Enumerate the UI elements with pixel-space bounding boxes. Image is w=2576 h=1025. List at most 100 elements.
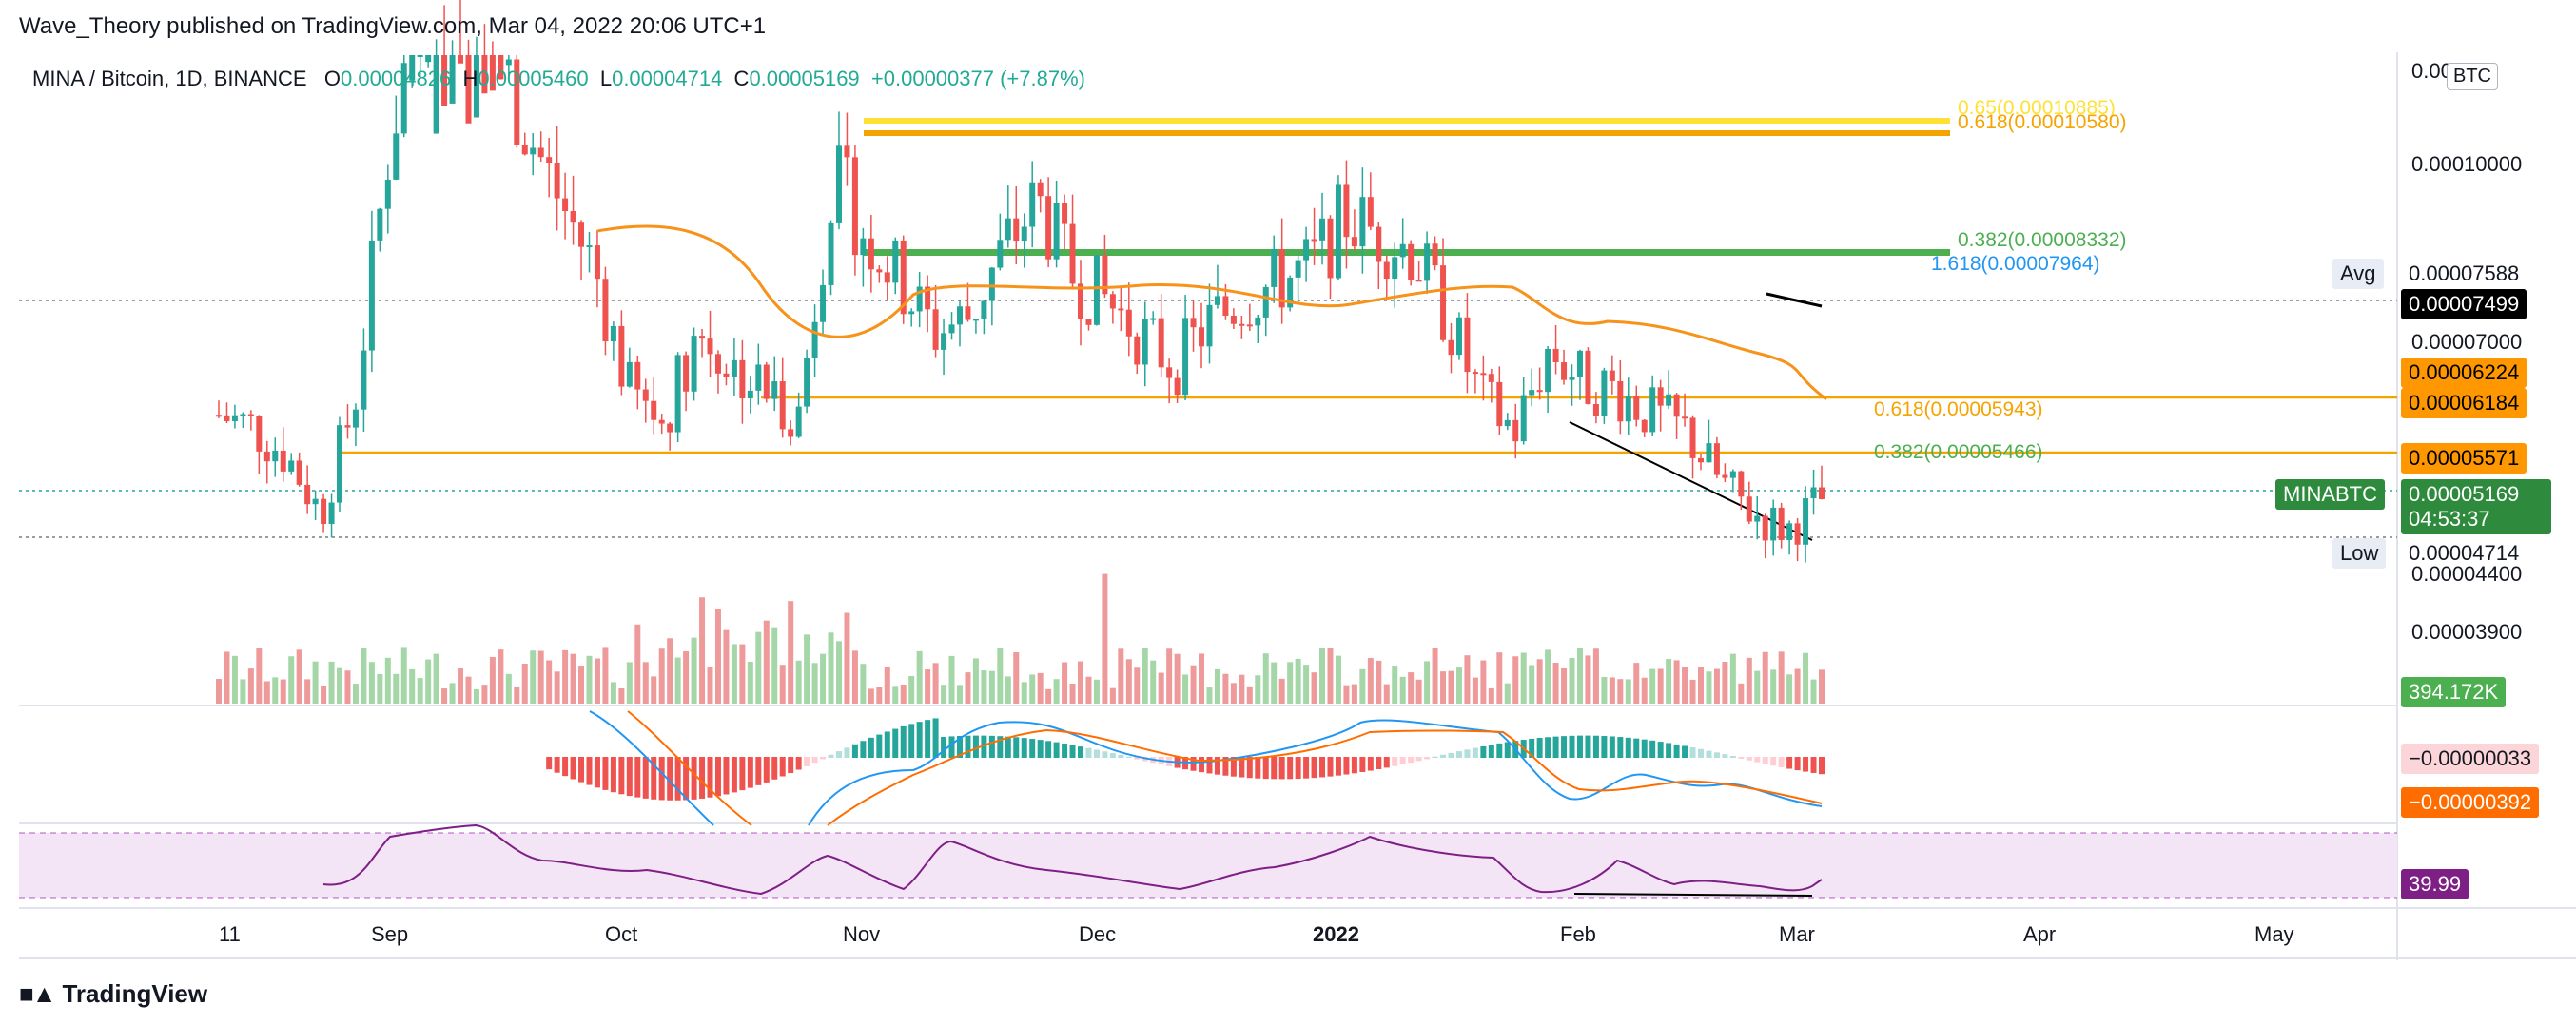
macd-histogram-bar bbox=[1029, 739, 1036, 758]
volume-bar bbox=[1778, 651, 1785, 704]
macd-histogram-bar bbox=[1222, 757, 1229, 776]
price-tick: 0.00004400 bbox=[2411, 562, 2522, 586]
macd-histogram-bar bbox=[1561, 736, 1568, 758]
low-tag-label: Low bbox=[2332, 538, 2387, 569]
volume-bar bbox=[1190, 665, 1197, 704]
volume-bar bbox=[642, 662, 649, 704]
volume-bar bbox=[1271, 662, 1278, 704]
volume-bar bbox=[651, 676, 657, 704]
candle-body bbox=[642, 389, 649, 401]
candle-body bbox=[1158, 318, 1164, 368]
candle-body bbox=[400, 63, 407, 134]
macd-histogram-bar bbox=[602, 757, 609, 790]
candle-body bbox=[1819, 487, 1825, 499]
volume-bar bbox=[1222, 673, 1229, 704]
fib-label: 0.618(0.00005943) bbox=[1874, 398, 2043, 420]
candle-body bbox=[521, 145, 528, 155]
macd-histogram-bar bbox=[860, 741, 867, 758]
orange-price-tag: 0.00005571 bbox=[2401, 443, 2527, 474]
candle-body bbox=[1408, 243, 1415, 280]
candle-body bbox=[1778, 507, 1785, 540]
macd-histogram-bar bbox=[1545, 737, 1551, 758]
candle-body bbox=[425, 55, 432, 63]
macd-histogram-bar bbox=[1746, 757, 1752, 761]
volume-bar bbox=[1383, 684, 1390, 704]
candle-body bbox=[1230, 315, 1237, 324]
macd-histogram-bar bbox=[1239, 757, 1245, 778]
candle-body bbox=[771, 381, 778, 399]
volume-bar bbox=[537, 650, 544, 704]
fib-level-0382[interactable] bbox=[864, 249, 1950, 256]
volume-bar bbox=[224, 651, 230, 704]
volume-bar bbox=[231, 655, 238, 704]
candle-body bbox=[747, 390, 753, 399]
macd-histogram-bar bbox=[651, 757, 657, 800]
macd-signal-line bbox=[627, 710, 1823, 826]
macd-histogram-bar bbox=[1295, 757, 1301, 780]
macd-histogram-bar bbox=[1504, 742, 1511, 758]
volume-bar bbox=[296, 649, 302, 704]
candle-body bbox=[433, 55, 439, 134]
volume-bar bbox=[570, 653, 576, 704]
candle-body bbox=[851, 157, 858, 256]
fib-level-065[interactable] bbox=[864, 118, 1950, 124]
volume-bar bbox=[263, 681, 270, 704]
candle-body bbox=[1520, 395, 1527, 442]
candle-body bbox=[763, 364, 770, 399]
avg-tag-value: 0.00007588 bbox=[2409, 261, 2520, 285]
macd-histogram-bar bbox=[691, 757, 697, 800]
volume-bar bbox=[1432, 648, 1438, 704]
candle-body bbox=[1287, 277, 1294, 308]
candle-body bbox=[1786, 523, 1793, 540]
candle-body bbox=[1311, 239, 1317, 242]
volume-bar bbox=[256, 648, 263, 704]
volume-bar bbox=[851, 650, 858, 704]
tradingview-logo-icon: ■▲ bbox=[19, 979, 56, 1008]
candle-body bbox=[1649, 387, 1656, 433]
symbol-tag-label: MINABTC bbox=[2275, 479, 2385, 510]
time-tick: Apr bbox=[2023, 922, 2056, 946]
candle-body bbox=[1713, 443, 1720, 475]
macd-histogram-bar bbox=[876, 734, 883, 758]
fib-level-0618[interactable] bbox=[864, 130, 1950, 136]
volume-bar bbox=[1609, 677, 1615, 704]
macd-histogram-bar bbox=[1376, 757, 1382, 770]
candle-body bbox=[352, 409, 359, 428]
macd-histogram-bar bbox=[1666, 743, 1672, 758]
candle-body bbox=[231, 415, 238, 421]
candle-body bbox=[1424, 243, 1431, 281]
candle-body bbox=[1729, 471, 1736, 478]
symbol-title[interactable]: MINA / Bitcoin, 1D, BINANCE bbox=[32, 67, 307, 90]
currency-button[interactable]: BTC bbox=[2447, 63, 2498, 90]
time-axis: 11 Sep Oct Nov Dec 2022 Feb Mar Apr May bbox=[219, 922, 2294, 946]
macd-histogram-bar bbox=[1408, 757, 1415, 764]
volume-bar bbox=[384, 657, 391, 704]
volume-bar bbox=[393, 673, 400, 704]
candle-body bbox=[1810, 487, 1817, 499]
candle-body bbox=[1134, 336, 1141, 365]
volume-bar bbox=[1230, 683, 1237, 704]
candle-body bbox=[1085, 319, 1092, 325]
candle-body bbox=[224, 415, 230, 421]
candle-body bbox=[1278, 248, 1285, 308]
macd-histogram-bar bbox=[1810, 757, 1817, 773]
candle-body bbox=[1576, 350, 1583, 377]
macd-histogram-bar bbox=[1199, 757, 1205, 773]
volume-bar bbox=[352, 684, 359, 704]
candle-body bbox=[1005, 218, 1011, 241]
macd-histogram-bar bbox=[988, 735, 995, 758]
candle-body bbox=[1255, 317, 1261, 326]
short-trendline[interactable] bbox=[1766, 292, 1823, 308]
high-label: H bbox=[462, 67, 478, 90]
volume-bar bbox=[337, 667, 343, 704]
macd-histogram-bar bbox=[1311, 757, 1317, 779]
volume-bar bbox=[1689, 679, 1696, 704]
volume-bar bbox=[1319, 647, 1326, 704]
tradingview-brand[interactable]: ■▲ TradingView bbox=[19, 979, 207, 1009]
candle-body bbox=[1455, 317, 1462, 356]
candle-body bbox=[1399, 243, 1406, 258]
volume-bar bbox=[1214, 668, 1220, 704]
volume-bar bbox=[400, 647, 407, 704]
brand-name: TradingView bbox=[62, 979, 208, 1008]
